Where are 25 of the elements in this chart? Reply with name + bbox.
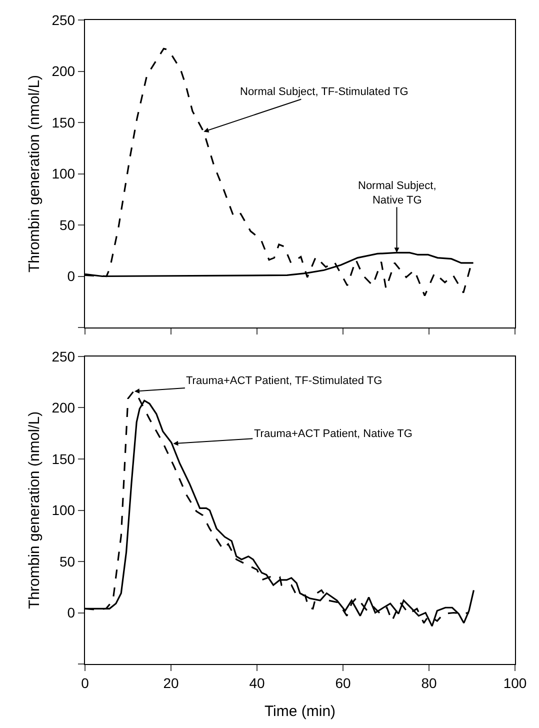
annotation: Trauma+ACT Patient, Native TG xyxy=(254,428,412,440)
y-axis-title: Thrombin generation (nmol/L) xyxy=(26,411,43,610)
x-tick-label: 0 xyxy=(81,674,90,691)
y-tick-label: 0 xyxy=(67,604,76,621)
y-axis-title: Thrombin generation (nmol/L) xyxy=(26,74,43,273)
y-tick-label: 100 xyxy=(52,502,76,518)
y-tick-label: 100 xyxy=(52,166,76,182)
x-tick-label: 60 xyxy=(335,674,351,691)
y-tick-label: 150 xyxy=(52,114,76,130)
annotation: Trauma+ACT Patient, TF-Stimulated TG xyxy=(186,375,382,387)
y-tick-label: 0 xyxy=(67,268,76,284)
x-tick-label: 100 xyxy=(503,674,527,691)
x-tick-label: 40 xyxy=(249,674,265,691)
annotation: Normal Subject, Native TG xyxy=(358,180,436,206)
x-tick-label: 80 xyxy=(421,674,437,691)
y-tick-label: 250 xyxy=(52,12,76,28)
x-tick-label: 20 xyxy=(163,674,179,691)
y-tick-label: 200 xyxy=(52,63,76,80)
y-tick-label: 50 xyxy=(59,216,76,233)
x-axis-title: Time (min) xyxy=(264,702,336,720)
y-tick-label: 250 xyxy=(52,348,76,364)
y-tick-label: 200 xyxy=(52,400,76,416)
y-tick-label: 50 xyxy=(59,553,76,570)
y-tick-label: 150 xyxy=(52,450,76,467)
annotation: Normal Subject, TF-Stimulated TG xyxy=(240,86,408,98)
